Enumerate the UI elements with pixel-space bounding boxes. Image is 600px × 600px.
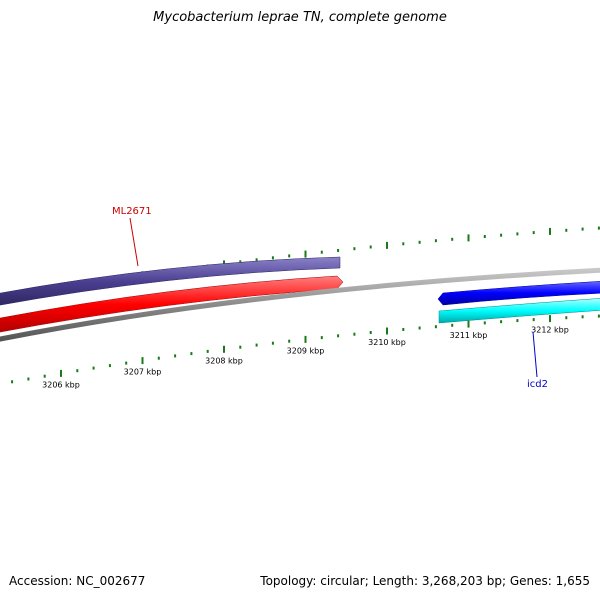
gene-label-icd2[interactable]: icd2 (527, 379, 548, 390)
tick-label: 3211 kbp (450, 331, 488, 340)
tick-label-group: 3206 kbp 3207 kbp 3208 kbp 3209 kbp 3210 kbp… (42, 326, 569, 390)
tick-label: 3206 kbp (42, 380, 80, 389)
topology-value: circular (320, 574, 365, 588)
map-title: Mycobacterium leprae TN, complete genome (153, 10, 447, 25)
icd2-label-leader (532, 331, 538, 378)
accession-value: NC_002677 (76, 574, 146, 588)
reverse-cds-arrow (437, 281, 600, 306)
accession-info: Accession: NC_002677 (9, 574, 145, 588)
tick-label: 3208 kbp (205, 356, 243, 365)
tick-label: 3209 kbp (287, 346, 325, 355)
forward-feature-bar (0, 256, 341, 306)
genes-value: 1,655 (555, 574, 590, 588)
gene-label-ml2671[interactable]: ML2671 (112, 206, 152, 217)
tick-label: 3207 kbp (124, 368, 162, 377)
genome-stats: Topology: circular; Length: 3,268,203 bp… (260, 574, 590, 588)
genes-label: Genes: (509, 574, 552, 588)
accession-label: Accession: (9, 574, 73, 588)
reverse-feature-bar (438, 298, 600, 324)
tick-label: 3212 kbp (531, 326, 569, 335)
forward-cds-arrow (0, 275, 344, 333)
topology-label: Topology: (260, 574, 317, 588)
genome-backbone (0, 267, 600, 342)
inner-tick-track (11, 314, 600, 384)
length-label: Length: (372, 574, 419, 588)
ml2671-label-leader (129, 217, 139, 267)
length-value: 3,268,203 bp (421, 574, 502, 588)
tick-label: 3210 kbp (368, 338, 406, 347)
